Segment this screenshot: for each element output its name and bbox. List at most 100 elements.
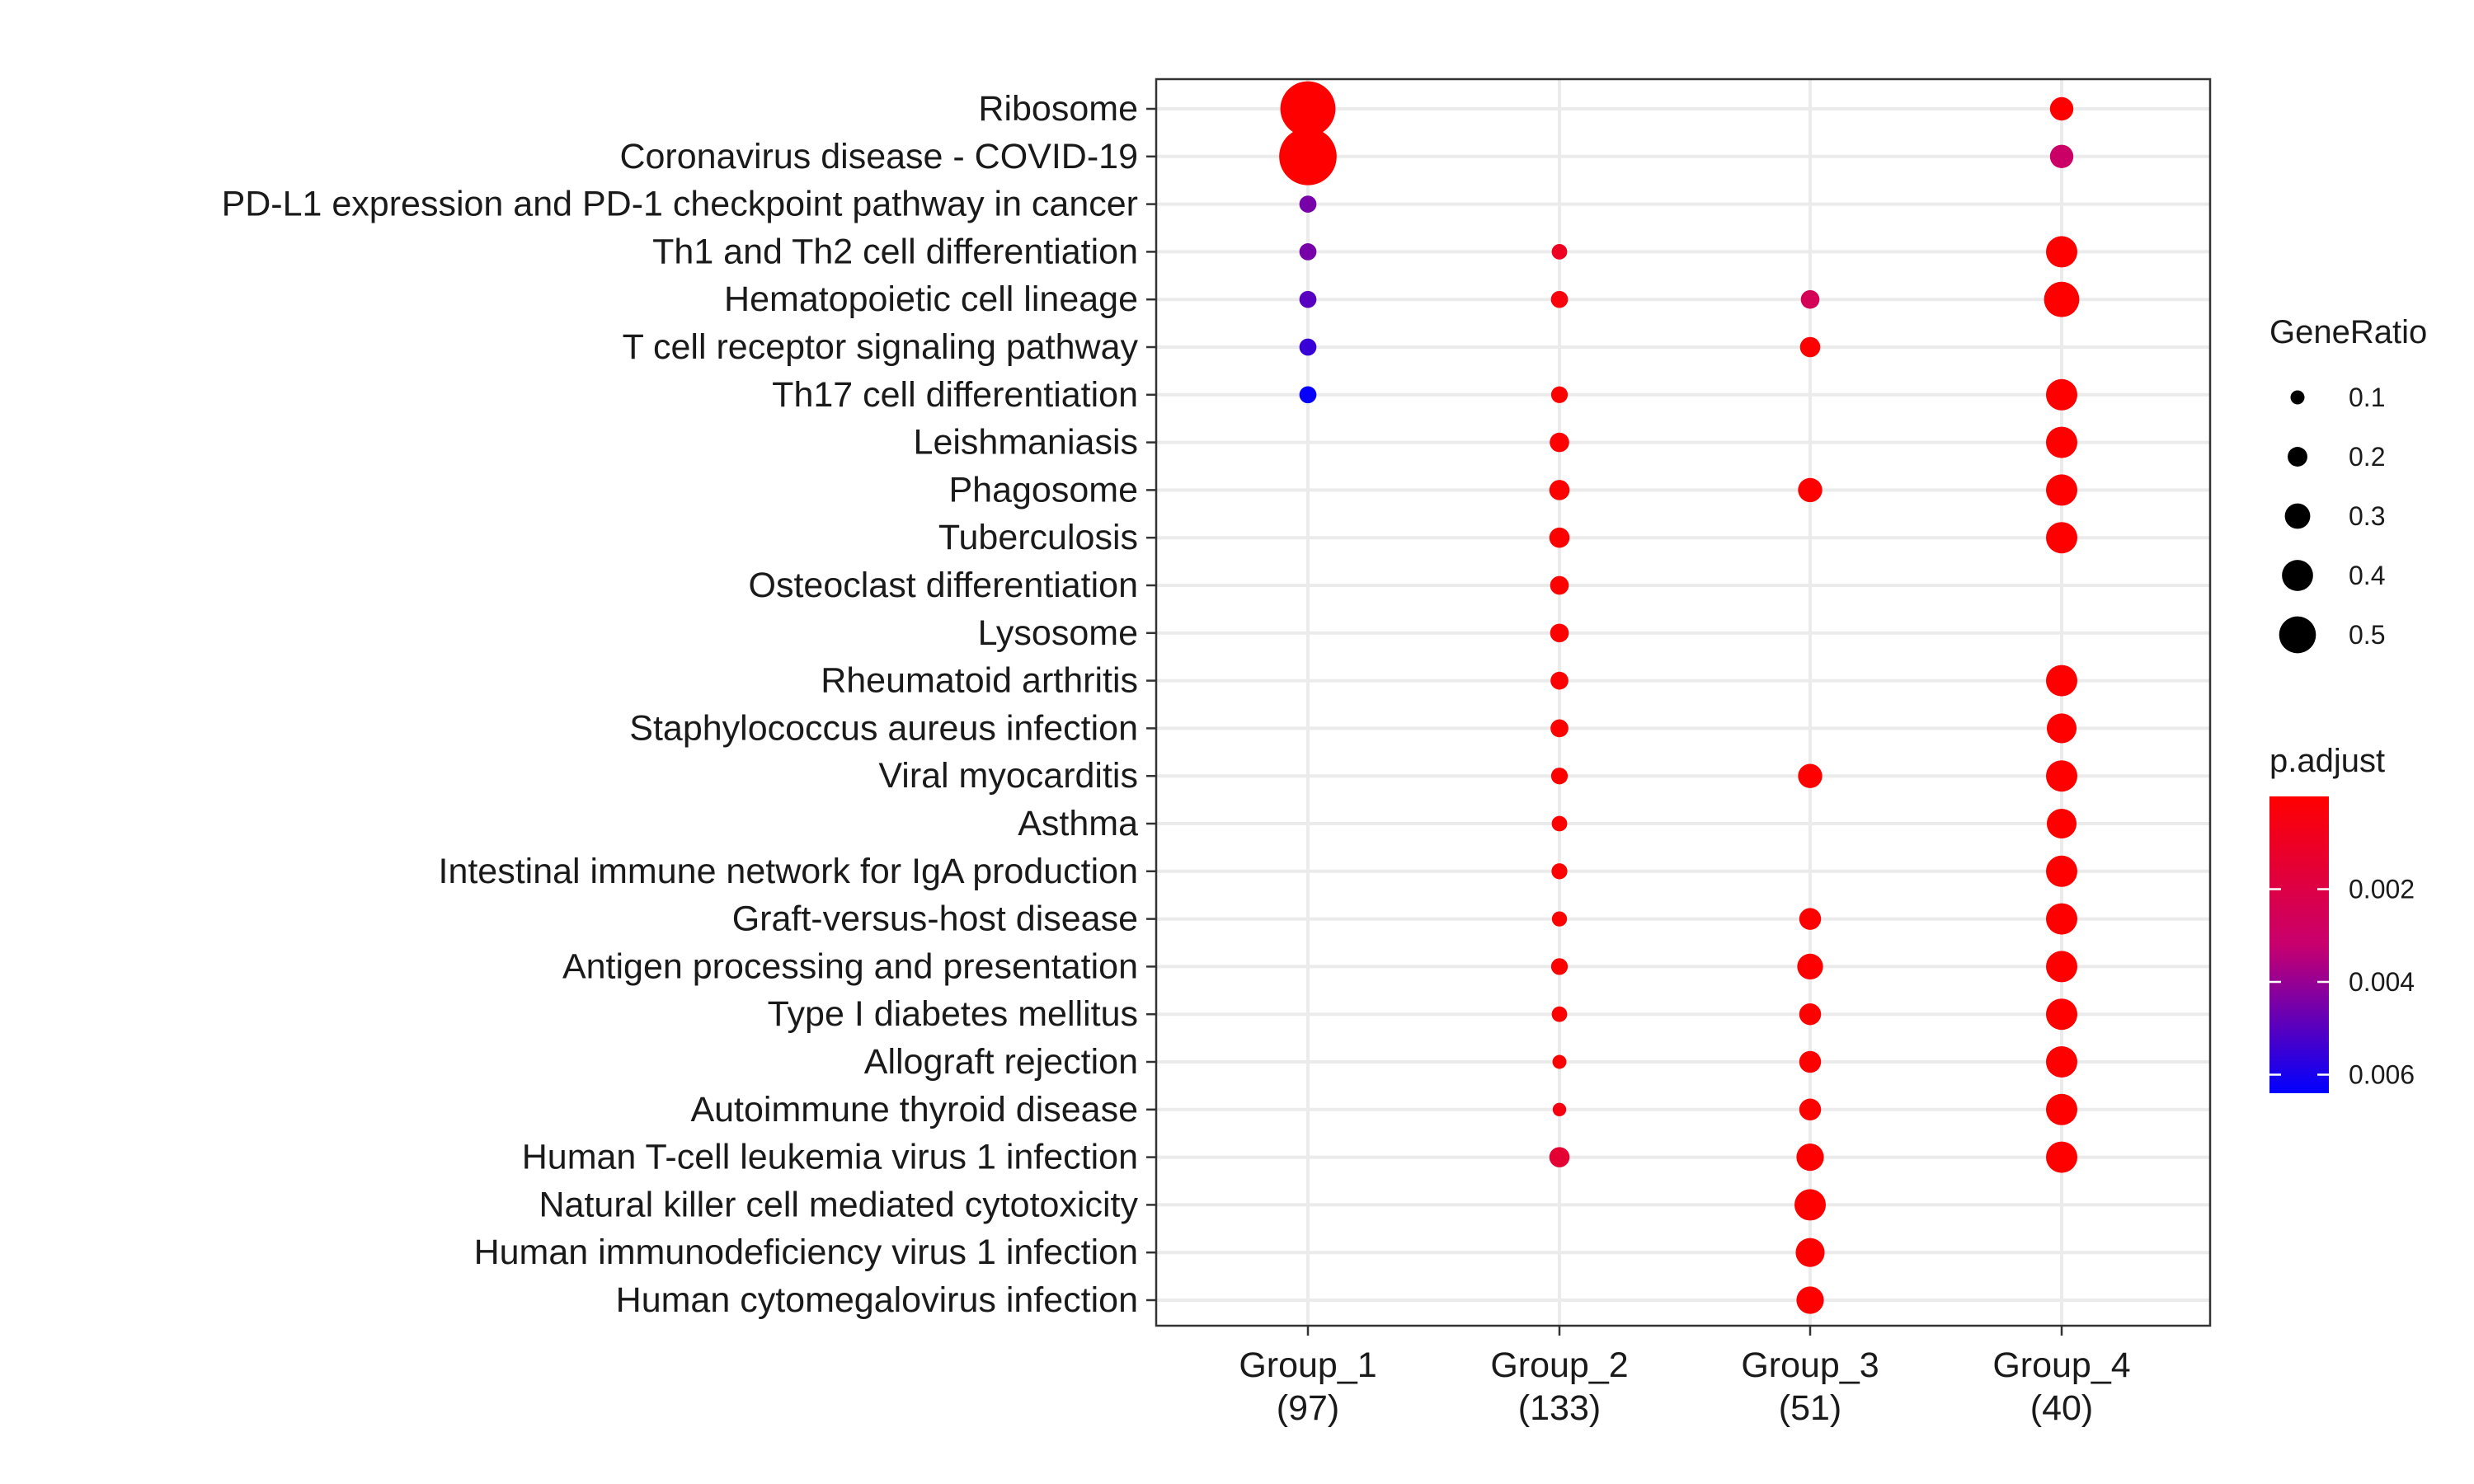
colorbar-label: 0.002 (2349, 875, 2415, 904)
data-point (1799, 908, 1822, 930)
y-tick-label: Hematopoietic cell lineage (724, 279, 1138, 319)
data-point (1299, 243, 1317, 261)
y-tick-label: Ribosome (978, 89, 1138, 129)
size-legend-key (2290, 390, 2305, 405)
padjust-legend-title: p.adjust (2269, 743, 2385, 779)
y-tick-label: Phagosome (949, 470, 1139, 510)
y-tick-label: Th1 and Th2 cell differentiation (652, 232, 1138, 271)
size-legend-key (2279, 616, 2316, 654)
data-point (1796, 1286, 1824, 1314)
plot-panel (1155, 77, 2212, 1327)
data-point (2046, 1093, 2077, 1125)
y-tick-label: Antigen processing and presentation (562, 946, 1138, 986)
y-tick-label: PD-L1 expression and PD-1 checkpoint pat… (222, 185, 1138, 224)
data-point (2046, 665, 2077, 697)
data-point (2046, 808, 2077, 839)
data-point (2049, 96, 2074, 121)
data-point (1299, 195, 1317, 213)
y-tick-label: T cell receptor signaling pathway (623, 327, 1139, 367)
data-point (1795, 1237, 1825, 1267)
data-point (1549, 480, 1570, 500)
data-point (2046, 903, 2077, 935)
data-point (2046, 426, 2077, 458)
size-legend-key (2284, 503, 2311, 529)
grid-lines (1156, 79, 2210, 1326)
size-legend-key (2282, 560, 2313, 591)
data-point (1299, 338, 1317, 356)
data-point (1799, 1003, 1822, 1026)
y-tick-label: Osteoclast differentiation (749, 566, 1138, 605)
data-point (1796, 1144, 1824, 1172)
data-point (1299, 386, 1317, 404)
data-point (1549, 1147, 1570, 1167)
y-tick-label: Human T-cell leukemia virus 1 infection (522, 1138, 1138, 1177)
y-tick-label: Asthma (1018, 804, 1138, 843)
data-point (1551, 863, 1568, 880)
x-axis: Group_1 (97) Group_2 (133) Group_3 (51) Group_… (1239, 1326, 2131, 1428)
data-point (1551, 244, 1568, 260)
generatio-legend-title: GeneRatio (2269, 314, 2427, 350)
size-legend-label: 0.1 (2349, 383, 2385, 412)
y-tick-label: Staphylococcus aureus infection (629, 708, 1138, 748)
data-points (1279, 81, 2080, 1314)
data-point (2044, 281, 2080, 317)
data-point (1549, 527, 1570, 548)
y-tick-label: Viral myocarditis (878, 756, 1138, 796)
data-point (2049, 144, 2074, 168)
data-point (1799, 1050, 1822, 1073)
data-point (1550, 623, 1569, 643)
data-point (2046, 378, 2077, 411)
data-point (1550, 719, 1569, 738)
data-point (1551, 1006, 1568, 1022)
y-tick-label: Lysosome (978, 613, 1138, 653)
colorbar-label: 0.006 (2349, 1060, 2415, 1090)
data-point (1552, 1102, 1567, 1117)
data-point (1299, 290, 1317, 308)
data-point (2046, 760, 2077, 792)
data-point (2046, 522, 2077, 554)
colorbar-label: 0.004 (2349, 967, 2415, 997)
y-axis: Ribosome Coronavirus disease - COVID-19 PD… (222, 89, 1156, 1320)
x-tick-label: Group_4 (40) (1992, 1345, 2130, 1428)
data-point (1550, 432, 1569, 453)
data-point (2046, 713, 2077, 744)
y-tick-label: Natural killer cell mediated cytotoxicit… (539, 1185, 1139, 1224)
size-legend-label: 0.3 (2349, 501, 2385, 531)
size-legend-label: 0.2 (2349, 442, 2385, 472)
size-legend-label: 0.4 (2349, 561, 2385, 590)
data-point (1551, 911, 1568, 927)
data-point (2046, 1046, 2077, 1078)
data-point (1550, 671, 1569, 690)
y-tick-label: Allograft rejection (864, 1042, 1138, 1082)
data-point (1279, 127, 1337, 186)
data-point (1550, 768, 1569, 785)
data-point (1799, 1098, 1822, 1121)
data-point (1550, 386, 1569, 403)
data-point (2046, 236, 2077, 268)
size-legend-key (2288, 447, 2307, 467)
y-tick-label: Autoimmune thyroid disease (690, 1090, 1138, 1129)
data-point (2046, 998, 2077, 1031)
x-tick-label: Group_1 (97) (1239, 1345, 1376, 1428)
padjust-legend: p.adjust 0.002 0.004 0.006 (2269, 743, 2415, 1093)
data-point (1798, 763, 1823, 788)
y-tick-label: Coronavirus disease - COVID-19 (619, 137, 1138, 176)
data-point (1550, 290, 1569, 308)
size-legend-label: 0.5 (2349, 620, 2385, 650)
x-tick-label: Group_2 (133) (1490, 1345, 1628, 1428)
data-point (1280, 81, 1336, 137)
data-point (1552, 1054, 1567, 1069)
x-tick-label: Group_3 (51) (1741, 1345, 1879, 1428)
data-point (1550, 575, 1569, 595)
data-point (2046, 474, 2077, 506)
data-point (1794, 1189, 1826, 1221)
data-point (1799, 336, 1821, 358)
generatio-legend: GeneRatio 0.1 0.2 0.3 0.4 0.5 (2269, 314, 2427, 654)
data-point (1797, 953, 1823, 980)
data-point (1800, 289, 1820, 309)
y-tick-label: Type I diabetes mellitus (768, 994, 1138, 1034)
y-tick-label: Human cytomegalovirus infection (616, 1280, 1138, 1320)
data-point (2046, 1141, 2077, 1173)
data-point (1550, 958, 1569, 975)
